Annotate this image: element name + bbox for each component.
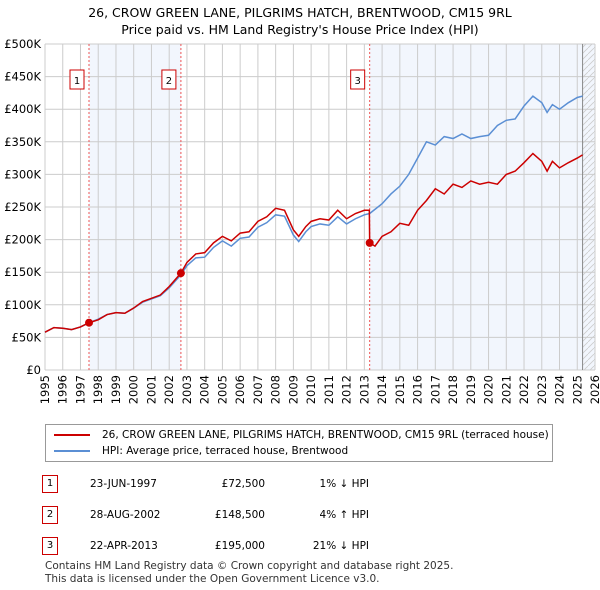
x-tick-label: 2009 xyxy=(286,375,300,404)
x-tick-label: 2010 xyxy=(304,375,318,404)
legend-item-property: 26, CROW GREEN LANE, PILGRIMS HATCH, BRE… xyxy=(54,429,549,441)
sale-hpi-diff: 1% ↓ HPI xyxy=(319,478,369,490)
x-tick-label: 2018 xyxy=(446,375,460,404)
x-tick-label: 2014 xyxy=(375,375,389,404)
x-tick-label: 2008 xyxy=(269,375,283,404)
sale-price: £72,500 xyxy=(221,478,265,490)
x-tick-label: 2011 xyxy=(322,375,336,404)
footer: Contains HM Land Registry data © Crown c… xyxy=(45,560,453,586)
x-tick-label: 1996 xyxy=(56,375,70,404)
x-tick-label: 2012 xyxy=(340,375,354,404)
x-tick-label: 2020 xyxy=(482,375,496,404)
price-chart: 1995 1996 1997 1998 1999 2000 2001 2002 2003 2004… xyxy=(4,37,600,404)
footer-line: This data is licensed under the Open Gov… xyxy=(45,573,380,585)
legend: 26, CROW GREEN LANE, PILGRIMS HATCH, BRE… xyxy=(45,424,553,462)
x-tick-label: 2023 xyxy=(535,375,549,404)
y-tick-label: £50K xyxy=(12,330,42,344)
chart-title-text: 26, CROW GREEN LANE, PILGRIMS HATCH, BRE… xyxy=(88,5,512,20)
legend-label-hpi: HPI: Average price, terraced house, Bren… xyxy=(102,445,349,457)
x-tick-label: 2022 xyxy=(517,375,531,404)
sale-hpi-diff: 21% ↓ HPI xyxy=(312,540,369,552)
x-tick-label: 1999 xyxy=(109,375,123,404)
x-tick-label: 2013 xyxy=(357,375,371,404)
x-tick-label: 1997 xyxy=(73,375,87,404)
sale-price: £195,000 xyxy=(214,540,265,552)
sale-label-box xyxy=(69,69,85,90)
sale-label: 1 xyxy=(74,76,80,87)
x-tick-label: 2019 xyxy=(464,375,478,404)
sale-point xyxy=(85,318,93,327)
sale-date: 22-APR-2013 xyxy=(90,540,158,552)
sale-date: 23-JUN-1997 xyxy=(90,478,157,490)
y-tick-label: £400K xyxy=(4,102,41,116)
x-tick-label: 2026 xyxy=(588,375,600,404)
footer-line: Contains HM Land Registry data © Crown c… xyxy=(45,560,454,572)
x-tick-label: 1998 xyxy=(91,375,105,404)
sale-date: 28-AUG-2002 xyxy=(90,509,161,521)
x-tick-label: 2003 xyxy=(180,375,194,404)
sale-point xyxy=(365,238,374,247)
x-tick-label: 2005 xyxy=(215,375,229,404)
y-tick-label: £350K xyxy=(4,135,41,149)
x-tick-label: 2021 xyxy=(499,375,513,404)
y-tick-label: £150K xyxy=(4,265,41,279)
sale-label-box xyxy=(161,69,177,90)
y-tick-label: £250K xyxy=(4,200,41,214)
sale-number: 3 xyxy=(42,537,58,555)
sale-label-box xyxy=(350,69,366,90)
x-tick-label: 1995 xyxy=(38,375,52,404)
sale-price: £148,500 xyxy=(214,509,265,521)
x-tick-label: 2001 xyxy=(144,375,158,404)
legend-item-hpi: HPI: Average price, terraced house, Bren… xyxy=(54,445,348,457)
x-tick-label: 2017 xyxy=(428,375,442,404)
y-tick-label: £200K xyxy=(4,233,41,247)
chart-subtitle: Price paid vs. HM Land Registry's House … xyxy=(121,22,479,37)
x-tick-label: 2016 xyxy=(411,375,425,404)
sale-number: 1 xyxy=(42,475,58,493)
y-tick-label: £100K xyxy=(4,298,41,312)
x-tick-label: 2025 xyxy=(570,375,584,404)
sale-hpi-diff: 4% ↑ HPI xyxy=(319,509,369,521)
legend-swatch-hpi xyxy=(54,450,90,452)
x-tick-label: 2004 xyxy=(198,375,212,404)
y-tick-label: £450K xyxy=(4,70,41,84)
y-tick-label: £0 xyxy=(26,363,41,377)
sale-point xyxy=(176,269,185,278)
x-tick-label: 2007 xyxy=(251,375,265,404)
sale-number: 2 xyxy=(42,506,58,524)
legend-swatch-property xyxy=(54,434,90,436)
x-tick-label: 2006 xyxy=(233,375,247,404)
x-tick-label: 2024 xyxy=(553,375,567,404)
chart-title: 26, CROW GREEN LANE, PILGRIMS HATCH, BRE… xyxy=(0,4,600,38)
legend-label-property: 26, CROW GREEN LANE, PILGRIMS HATCH, BRE… xyxy=(102,429,549,441)
sale-label: 2 xyxy=(166,76,172,87)
sale-label: 3 xyxy=(354,76,360,87)
y-tick-label: £500K xyxy=(4,37,41,51)
x-tick-label: 2002 xyxy=(162,375,176,404)
y-tick-label: £300K xyxy=(4,167,41,181)
property-price-line xyxy=(44,152,583,333)
x-tick-label: 2015 xyxy=(393,375,407,404)
x-tick-label: 2000 xyxy=(127,375,141,404)
